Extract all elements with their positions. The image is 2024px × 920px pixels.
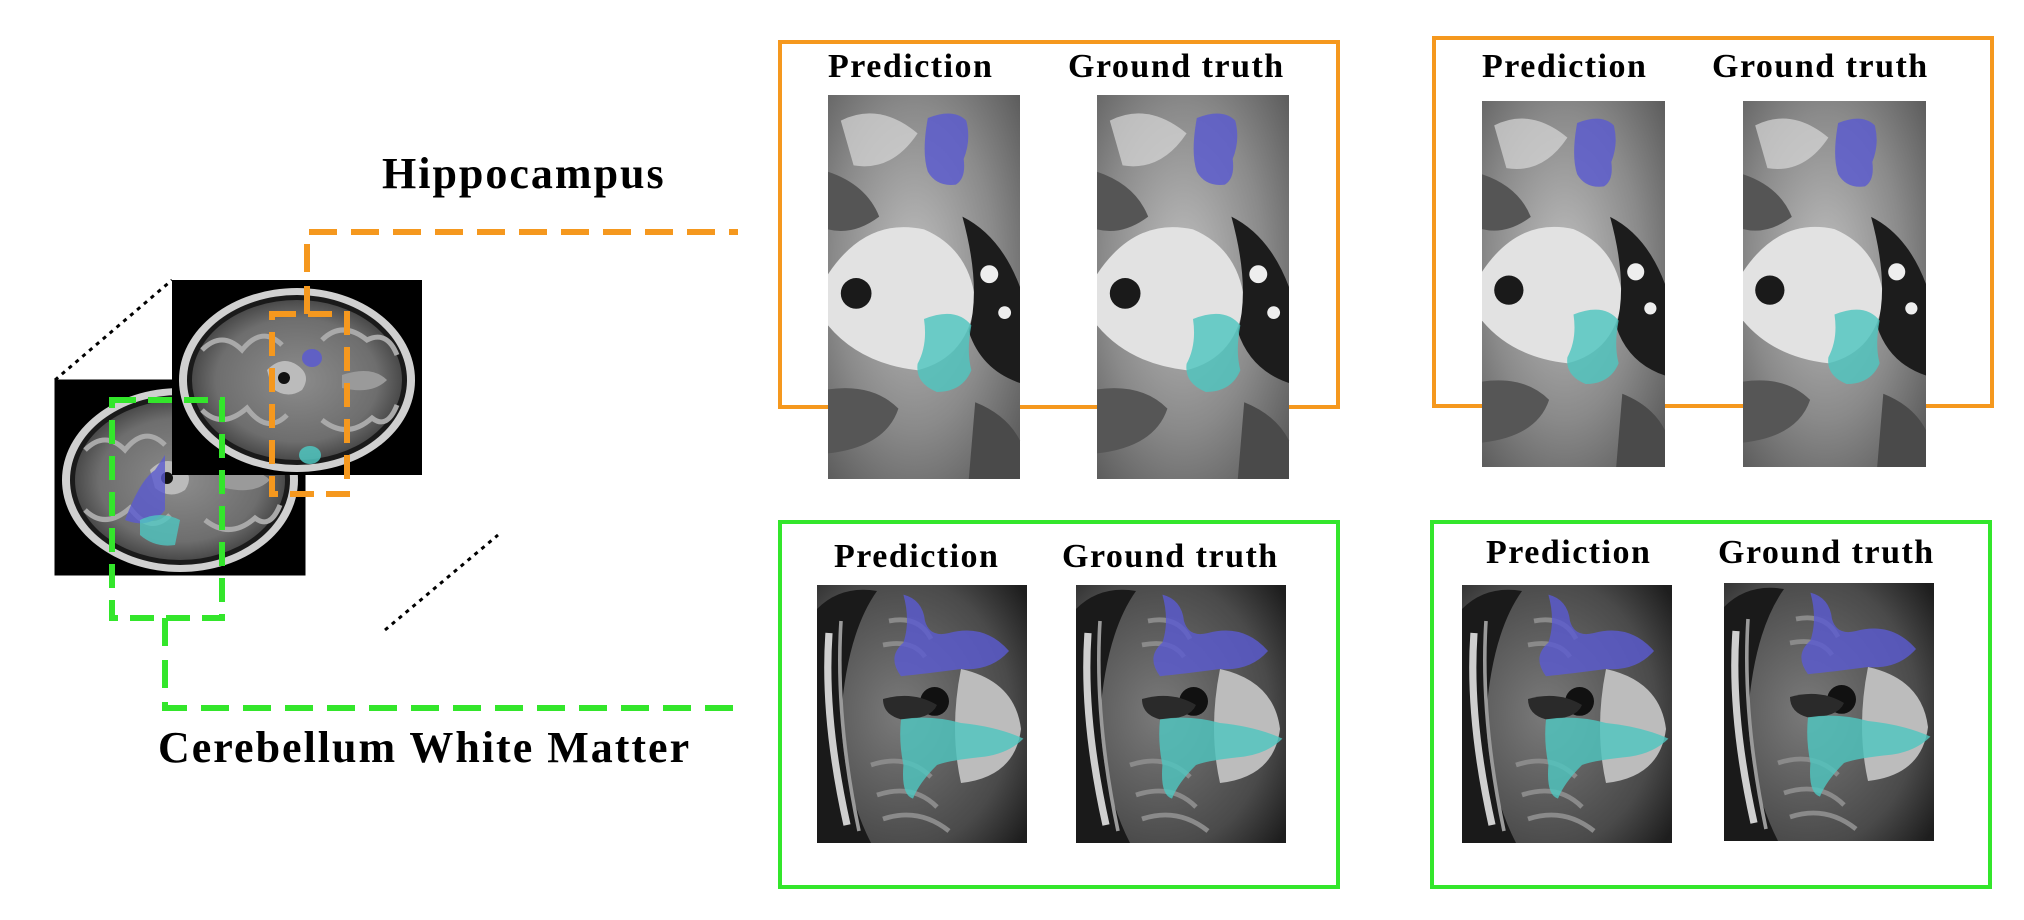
cb-p1-prediction-image: [817, 585, 1027, 843]
hip-p1-ground-truth-image: [1097, 95, 1289, 479]
hip-p2-ground-truth-header: Ground truth: [1712, 48, 1929, 85]
hip-p1-ground-truth-header: Ground truth: [1068, 48, 1285, 85]
cb-p1-ground-truth-header: Ground truth: [1062, 538, 1279, 575]
hip-p1-prediction-image: [828, 95, 1020, 479]
cb-p1-ground-truth-image: [1076, 585, 1286, 843]
hip-p2-prediction-header: Prediction: [1482, 48, 1648, 85]
cb-p1-prediction-header: Prediction: [834, 538, 1000, 575]
hippocampus-label: Hippocampus: [382, 149, 666, 198]
front-mri-slice: [172, 280, 422, 475]
hip-p1-prediction-header: Prediction: [828, 48, 994, 85]
cb-p2-ground-truth-header: Ground truth: [1718, 534, 1935, 571]
cb-p2-prediction-header: Prediction: [1486, 534, 1652, 571]
hip-p2-prediction-image: [1482, 101, 1665, 467]
cb-p2-prediction-image: [1462, 585, 1672, 843]
hippocampus-leader-line: [304, 229, 738, 314]
stack-connector-lines: [54, 278, 499, 632]
mri-stack: [54, 278, 499, 632]
cerebellum-leader-line: [162, 618, 738, 711]
cb-p2-ground-truth-image: [1724, 583, 1934, 841]
cerebellum-label: Cerebellum White Matter: [158, 723, 692, 772]
hip-p2-ground-truth-image: [1743, 101, 1926, 467]
